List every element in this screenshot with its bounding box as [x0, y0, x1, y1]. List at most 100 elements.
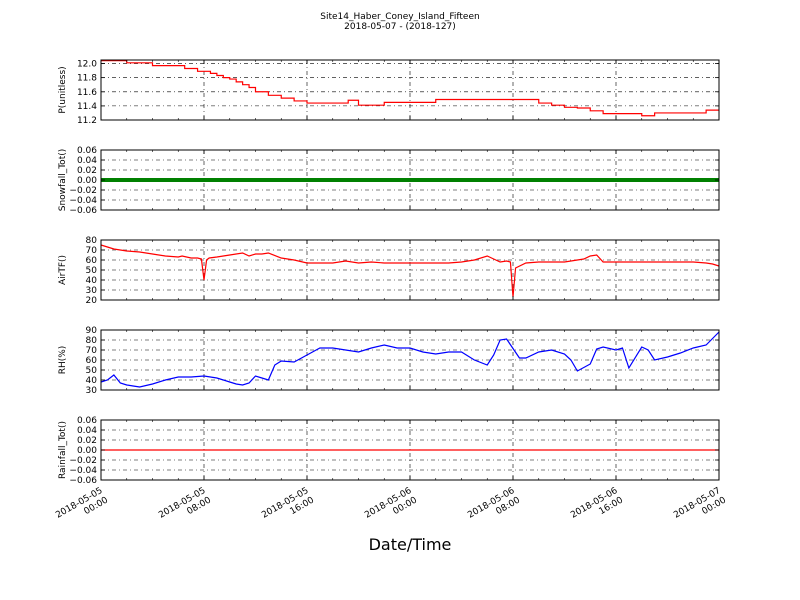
- data-point: [455, 178, 459, 182]
- data-point: [701, 178, 705, 182]
- data-point: [161, 178, 165, 182]
- data-point: [497, 178, 501, 182]
- data-point: [236, 178, 240, 182]
- data-point: [140, 178, 144, 182]
- data-point: [494, 178, 498, 182]
- data-point: [290, 178, 294, 182]
- data-point: [338, 178, 342, 182]
- data-point: [137, 178, 141, 182]
- y-tick-label: 60: [86, 356, 98, 366]
- data-point: [275, 178, 279, 182]
- data-point: [443, 178, 447, 182]
- data-point: [218, 178, 222, 182]
- data-point: [530, 178, 534, 182]
- data-point: [116, 178, 120, 182]
- subplot-stack: 11.211.411.611.812.0P(unitless)−0.06−0.0…: [58, 59, 720, 486]
- data-point: [401, 178, 405, 182]
- data-point: [461, 178, 465, 182]
- data-point: [434, 178, 438, 182]
- data-point: [119, 178, 123, 182]
- data-point: [239, 178, 243, 182]
- data-point: [467, 178, 471, 182]
- data-point: [170, 178, 174, 182]
- data-point: [587, 178, 591, 182]
- data-point: [329, 178, 333, 182]
- data-point: [185, 178, 189, 182]
- y-tick-label: 0.00: [77, 176, 97, 186]
- data-point: [176, 178, 180, 182]
- data-point: [233, 178, 237, 182]
- data-point: [152, 178, 156, 182]
- data-point: [428, 178, 432, 182]
- data-point: [320, 178, 324, 182]
- data-point: [677, 178, 681, 182]
- data-point: [545, 178, 549, 182]
- data-point: [431, 178, 435, 182]
- series-line: [100, 244, 720, 298]
- data-point: [203, 178, 207, 182]
- data-point: [689, 178, 693, 182]
- data-point: [512, 178, 516, 182]
- data-point: [254, 178, 258, 182]
- data-point: [593, 178, 597, 182]
- data-point: [197, 178, 201, 182]
- data-point: [281, 178, 285, 182]
- y-tick-label: 11.4: [77, 102, 97, 112]
- x-tick-label: 2018-05-0616:00: [569, 486, 625, 530]
- data-point: [542, 178, 546, 182]
- y-tick-label: 12.0: [77, 60, 97, 70]
- data-point: [107, 178, 111, 182]
- data-point: [602, 178, 606, 182]
- data-point: [539, 178, 543, 182]
- y-tick-label: 40: [86, 276, 98, 286]
- data-point: [347, 178, 351, 182]
- data-point: [551, 178, 555, 182]
- data-point: [377, 178, 381, 182]
- data-point: [635, 178, 639, 182]
- x-tick-label: 2018-05-0608:00: [466, 486, 522, 530]
- y-tick-label: 20: [86, 296, 98, 306]
- data-point: [515, 178, 519, 182]
- data-point: [173, 178, 177, 182]
- data-point: [572, 178, 576, 182]
- data-point: [311, 178, 315, 182]
- data-point: [125, 178, 129, 182]
- data-point: [563, 178, 567, 182]
- data-point: [386, 178, 390, 182]
- data-point: [242, 178, 246, 182]
- data-point: [395, 178, 399, 182]
- data-point: [335, 178, 339, 182]
- series-line: [101, 60, 719, 117]
- data-point: [392, 178, 396, 182]
- data-point: [533, 178, 537, 182]
- data-point: [296, 178, 300, 182]
- y-axis-label: Rainfall_Tot(): [58, 421, 68, 479]
- data-point: [314, 178, 318, 182]
- data-point: [554, 178, 558, 182]
- data-point: [536, 178, 540, 182]
- data-point: [134, 178, 138, 182]
- data-point: [389, 178, 393, 182]
- data-point: [260, 178, 264, 182]
- data-point: [194, 178, 198, 182]
- data-point: [383, 178, 387, 182]
- data-point: [653, 178, 657, 182]
- data-point: [131, 178, 135, 182]
- data-point: [491, 178, 495, 182]
- y-tick-label: 0.06: [77, 416, 97, 426]
- data-point: [632, 178, 636, 182]
- data-point: [524, 178, 528, 182]
- y-tick-label: 0.02: [77, 166, 97, 176]
- data-point: [359, 178, 363, 182]
- data-point: [326, 178, 330, 182]
- data-point: [419, 178, 423, 182]
- data-point: [371, 178, 375, 182]
- data-point: [686, 178, 690, 182]
- data-point: [575, 178, 579, 182]
- y-tick-label: 60: [86, 256, 98, 266]
- data-point: [422, 178, 426, 182]
- y-tick-label: 90: [86, 326, 98, 336]
- data-point: [278, 178, 282, 182]
- data-point: [293, 178, 297, 182]
